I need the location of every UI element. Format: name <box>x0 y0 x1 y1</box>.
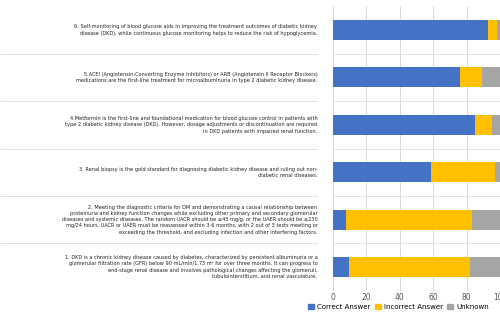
Bar <box>488 20 496 40</box>
Bar <box>460 68 481 88</box>
Bar <box>332 210 346 229</box>
Bar <box>332 162 432 182</box>
Text: 1. DKD is a chronic kidney disease caused by diabetes, characterized by persiste: 1. DKD is a chronic kidney disease cause… <box>64 255 318 279</box>
Bar <box>346 210 472 229</box>
Bar <box>432 162 495 182</box>
Bar <box>332 115 475 135</box>
Text: 5.ACEI (Angiotensin-Converting Enzyme Inhibitors) or ARB (Angiotensin II Recepto: 5.ACEI (Angiotensin-Converting Enzyme In… <box>76 72 318 83</box>
Bar <box>472 210 500 229</box>
Bar <box>475 115 492 135</box>
Bar <box>332 20 488 40</box>
Text: 4.Metformin is the first-line and foundational medication for blood glucose cont: 4.Metformin is the first-line and founda… <box>66 116 318 134</box>
Bar <box>495 162 500 182</box>
Bar <box>332 68 460 88</box>
Bar <box>470 257 500 277</box>
Legend: Correct Answer, Incorrect Answer, Unknown: Correct Answer, Incorrect Answer, Unknow… <box>306 301 492 313</box>
Bar <box>492 115 500 135</box>
Text: 2. Meeting the diagnostic criteria for DM and demonstrating a causal relationshi: 2. Meeting the diagnostic criteria for D… <box>62 205 318 234</box>
Bar <box>496 20 500 40</box>
Text: 6. Self-monitoring of blood glucose aids in improving the treatment outcomes of : 6. Self-monitoring of blood glucose aids… <box>74 24 318 36</box>
Text: 3. Renal biopsy is the gold standard for diagnosing diabetic kidney disease and : 3. Renal biopsy is the gold standard for… <box>79 167 318 178</box>
Bar <box>332 257 349 277</box>
Bar <box>482 68 500 88</box>
Bar <box>349 257 470 277</box>
